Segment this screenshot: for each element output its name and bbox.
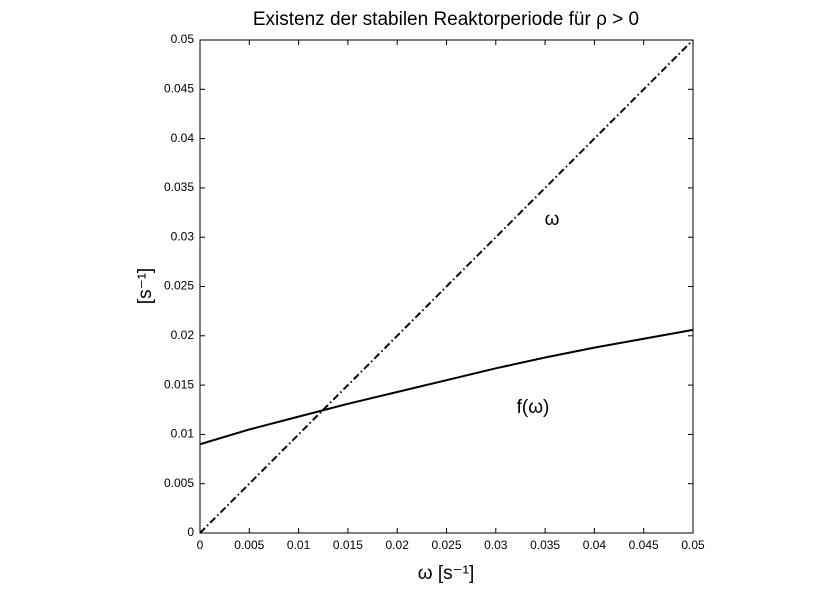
y-tick-label: 0.05	[171, 32, 195, 46]
x-tick-label: 0.015	[333, 538, 363, 552]
x-tick-label: 0.02	[386, 538, 410, 552]
x-tick-label: 0.03	[484, 538, 508, 552]
x-tick-label: 0.05	[681, 538, 705, 552]
x-axis-label: ω [s⁻¹]	[418, 563, 475, 584]
y-tick-label: 0.04	[171, 131, 195, 145]
x-tick-label: 0.01	[287, 538, 311, 552]
y-tick-label: 0.03	[171, 229, 195, 243]
series-label: ω	[545, 209, 560, 230]
series-line	[199, 328, 694, 446]
y-tick-label: 0.045	[164, 81, 194, 95]
x-tick-label: 0	[197, 538, 204, 552]
y-tick-label: 0.025	[164, 279, 194, 293]
y-tick-label: 0.015	[164, 377, 194, 391]
chart-title: Existenz der stabilen Reaktorperiode für…	[253, 9, 639, 30]
y-tick-label: 0	[187, 525, 194, 539]
y-tick-label: 0.005	[164, 476, 194, 490]
y-tick-label: 0.02	[171, 328, 195, 342]
series-label: f(ω)	[517, 397, 550, 418]
x-tick-label: 0.005	[234, 538, 264, 552]
x-tick-label: 0.025	[431, 538, 461, 552]
series-line	[199, 39, 694, 534]
y-axis-label: [s⁻¹]	[135, 268, 156, 304]
y-tick-label: 0.01	[171, 427, 195, 441]
x-tick-label: 0.035	[530, 538, 560, 552]
y-tick-label: 0.035	[164, 180, 194, 194]
x-tick-label: 0.045	[629, 538, 659, 552]
x-tick-label: 0.04	[583, 538, 607, 552]
